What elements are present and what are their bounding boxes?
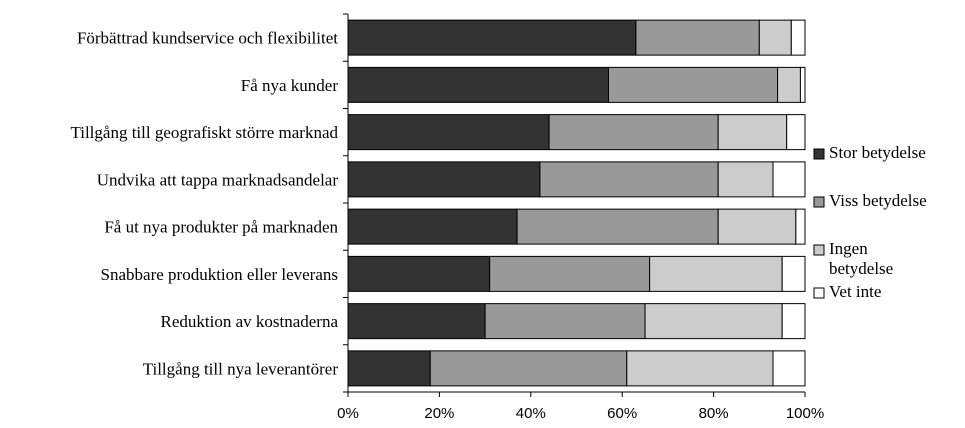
- bar-segment-ingen-betydelse-1: [758, 19, 792, 56]
- bar-segment-viss-betydelse-7: [484, 303, 646, 340]
- category-label-3: Tillgång till geografiskt större marknad: [70, 123, 338, 142]
- legend-label-ingen-betydelse-line-1: Ingen: [829, 239, 868, 258]
- bar-segment-vet-inte-6: [781, 255, 806, 292]
- bar-segment-vet-inte-2: [799, 66, 806, 103]
- bar-segment-stor-betydelse-7: [347, 303, 486, 340]
- legend-label-viss-betydelse: Viss betydelse: [829, 191, 927, 210]
- bar-segment-viss-betydelse-2: [607, 66, 779, 103]
- bar-segment-viss-betydelse-5: [516, 208, 719, 245]
- category-label-6: Snabbare produktion eller leverans: [101, 265, 338, 284]
- bar-segment-vet-inte-1: [790, 19, 806, 56]
- bar-segment-viss-betydelse-3: [548, 114, 719, 151]
- bar-segment-vet-inte-4: [772, 161, 806, 198]
- x-tick-label-80: 80%: [699, 405, 729, 422]
- legend-swatch-vet-inte: [813, 287, 825, 299]
- x-tick-label-100: 100%: [786, 405, 824, 422]
- category-label-5: Få ut nya produkter på marknaden: [104, 218, 338, 237]
- bar-segment-stor-betydelse-8: [347, 350, 431, 387]
- bar-segment-vet-inte-7: [781, 303, 806, 340]
- legend-label-vet-inte: Vet inte: [829, 282, 881, 301]
- bar-segment-stor-betydelse-5: [347, 208, 518, 245]
- x-tick-label-0: 0%: [337, 405, 359, 422]
- plot-area: Förbättrad kundservice och flexibilitet F…: [70, 13, 824, 422]
- category-label-7: Reduktion av kostnaderna: [160, 312, 338, 331]
- bar-segment-stor-betydelse-3: [347, 114, 550, 151]
- legend-label-ingen-betydelse-line-2: betydelse: [829, 259, 893, 278]
- legend-swatch-viss-betydelse: [813, 196, 825, 208]
- bar-segment-ingen-betydelse-5: [717, 208, 797, 245]
- category-label-1: Förbättrad kundservice och flexibilitet: [77, 29, 338, 48]
- legend-swatch-stor-betydelse: [813, 148, 825, 160]
- bar-segment-ingen-betydelse-2: [777, 66, 801, 103]
- bar-segment-ingen-betydelse-4: [717, 161, 774, 198]
- bar-segment-ingen-betydelse-3: [717, 114, 788, 151]
- bar-segment-viss-betydelse-4: [539, 161, 719, 198]
- legend: Stor betydelse Viss betydelse Ingenbetydel…: [813, 143, 927, 301]
- bar-segment-stor-betydelse-1: [347, 19, 637, 56]
- legend-swatch-ingen-betydelse: [813, 244, 825, 256]
- bar-segment-ingen-betydelse-7: [644, 303, 783, 340]
- bar-segment-ingen-betydelse-8: [626, 350, 774, 387]
- category-label-8: Tillgång till nya leverantörer: [143, 359, 339, 378]
- bar-segment-stor-betydelse-2: [347, 66, 609, 103]
- bar-segment-vet-inte-8: [772, 350, 806, 387]
- bar-segment-vet-inte-3: [786, 114, 806, 151]
- category-label-4: Undvika att tappa marknadsandelar: [97, 170, 339, 189]
- bar-segment-stor-betydelse-6: [347, 255, 491, 292]
- bar-segment-viss-betydelse-1: [635, 19, 760, 56]
- x-tick-label-60: 60%: [607, 405, 637, 422]
- category-label-2: Få nya kunder: [241, 76, 339, 95]
- bar-segment-vet-inte-5: [795, 208, 806, 245]
- x-tick-label-40: 40%: [516, 405, 546, 422]
- bar-segment-viss-betydelse-6: [489, 255, 651, 292]
- bar-segment-stor-betydelse-4: [347, 161, 541, 198]
- legend-label-stor-betydelse: Stor betydelse: [829, 143, 926, 162]
- bar-segment-viss-betydelse-8: [429, 350, 628, 387]
- x-tick-label-20: 20%: [424, 405, 454, 422]
- bar-segment-ingen-betydelse-6: [649, 255, 783, 292]
